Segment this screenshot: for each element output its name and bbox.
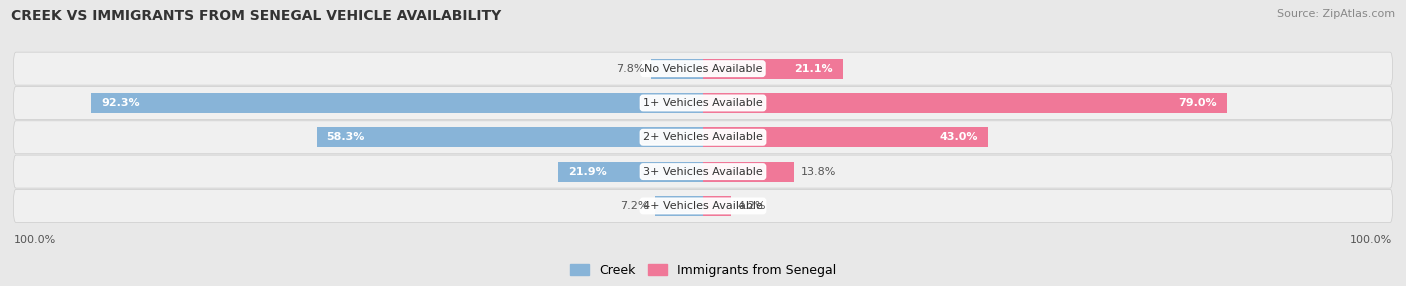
Text: 21.1%: 21.1% xyxy=(794,64,832,74)
Text: Source: ZipAtlas.com: Source: ZipAtlas.com xyxy=(1277,9,1395,19)
Text: 43.0%: 43.0% xyxy=(939,132,979,142)
Legend: Creek, Immigrants from Senegal: Creek, Immigrants from Senegal xyxy=(565,259,841,282)
Text: 79.0%: 79.0% xyxy=(1178,98,1216,108)
FancyBboxPatch shape xyxy=(14,189,1392,223)
Bar xyxy=(655,196,703,216)
Text: No Vehicles Available: No Vehicles Available xyxy=(644,64,762,74)
Text: 21.9%: 21.9% xyxy=(568,167,606,176)
FancyBboxPatch shape xyxy=(14,86,1392,120)
Text: 7.2%: 7.2% xyxy=(620,201,648,211)
Text: CREEK VS IMMIGRANTS FROM SENEGAL VEHICLE AVAILABILITY: CREEK VS IMMIGRANTS FROM SENEGAL VEHICLE… xyxy=(11,9,502,23)
FancyBboxPatch shape xyxy=(14,155,1392,188)
FancyBboxPatch shape xyxy=(14,121,1392,154)
FancyBboxPatch shape xyxy=(14,52,1392,85)
Text: 2+ Vehicles Available: 2+ Vehicles Available xyxy=(643,132,763,142)
Text: 58.3%: 58.3% xyxy=(326,132,366,142)
Bar xyxy=(703,127,988,147)
Bar xyxy=(651,59,703,79)
Text: 3+ Vehicles Available: 3+ Vehicles Available xyxy=(643,167,763,176)
Text: 100.0%: 100.0% xyxy=(1350,235,1392,245)
Text: 92.3%: 92.3% xyxy=(101,98,139,108)
Bar xyxy=(91,93,703,113)
Text: 4.2%: 4.2% xyxy=(738,201,766,211)
Bar xyxy=(703,196,731,216)
Text: 4+ Vehicles Available: 4+ Vehicles Available xyxy=(643,201,763,211)
Bar xyxy=(558,162,703,182)
Text: 1+ Vehicles Available: 1+ Vehicles Available xyxy=(643,98,763,108)
Bar xyxy=(316,127,703,147)
Bar xyxy=(703,162,794,182)
Bar xyxy=(703,93,1226,113)
Text: 100.0%: 100.0% xyxy=(14,235,56,245)
Bar xyxy=(703,59,842,79)
Text: 7.8%: 7.8% xyxy=(616,64,645,74)
Text: 13.8%: 13.8% xyxy=(801,167,837,176)
